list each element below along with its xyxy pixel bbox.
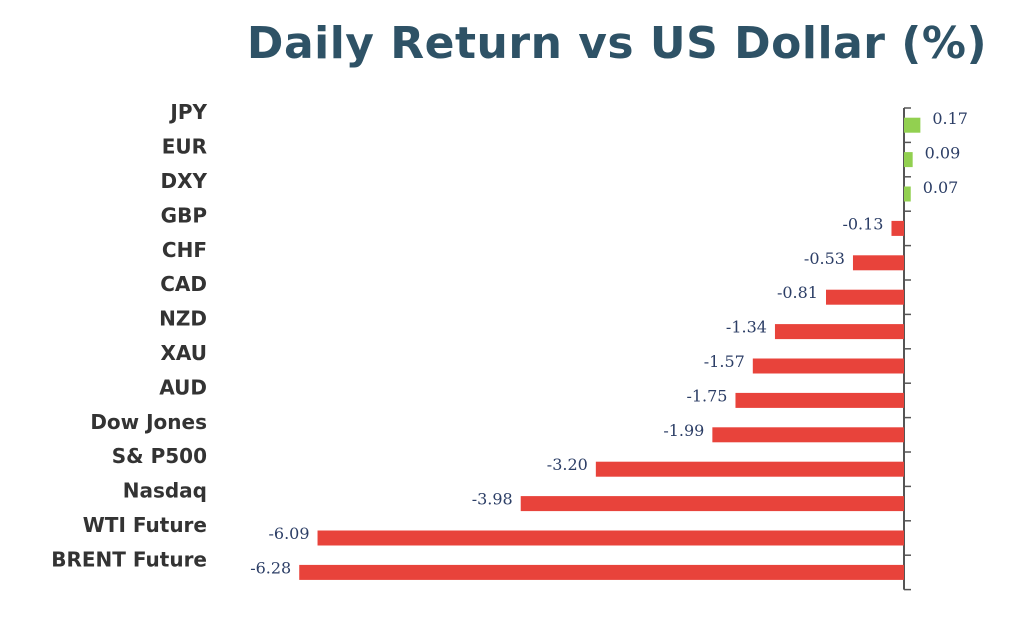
value-label: -1.75 — [686, 386, 727, 405]
chart-title: Daily Return vs US Dollar (%) — [246, 18, 988, 69]
category-label: AUD — [159, 375, 207, 399]
category-label: CHF — [162, 238, 207, 262]
value-label: -0.81 — [777, 283, 818, 302]
bar-nasdaq — [520, 496, 904, 512]
bar-chf — [852, 255, 904, 271]
category-label: WTI Future — [83, 513, 207, 537]
category-label: DXY — [160, 169, 207, 193]
category-label: CAD — [160, 272, 207, 296]
category-label: S& P500 — [112, 444, 207, 468]
value-label: 0.07 — [923, 178, 959, 197]
bar-jpy — [904, 117, 921, 133]
bar-cad — [825, 289, 904, 305]
value-label: -1.57 — [704, 352, 745, 371]
category-label: GBP — [161, 203, 207, 227]
bar-nzd — [774, 324, 904, 340]
value-label: -1.99 — [663, 421, 704, 440]
value-label: -0.13 — [842, 214, 883, 233]
bar-xau — [752, 358, 904, 374]
bar-gbp — [891, 220, 904, 236]
bar-brent-future — [299, 564, 905, 580]
category-label: XAU — [160, 341, 207, 365]
value-label: -3.98 — [472, 490, 513, 509]
value-label: 0.17 — [932, 109, 968, 128]
value-label: -3.20 — [547, 455, 588, 474]
value-label: -6.09 — [269, 524, 310, 543]
value-label: -0.53 — [804, 249, 845, 268]
category-label: EUR — [162, 135, 207, 159]
bar-aud — [735, 392, 904, 408]
bar-s-p500 — [595, 461, 904, 477]
value-label: -6.28 — [250, 558, 291, 577]
value-label: 0.09 — [925, 144, 961, 163]
category-label: NZD — [159, 307, 207, 331]
category-label: Dow Jones — [90, 410, 207, 434]
value-label: -1.34 — [726, 318, 767, 337]
bar-eur — [904, 152, 913, 168]
bar-dow-jones — [712, 427, 904, 443]
bar-wti-future — [317, 530, 905, 546]
category-label: JPY — [168, 100, 207, 124]
category-label: Nasdaq — [123, 479, 207, 503]
category-label: BRENT Future — [51, 547, 207, 571]
bar-dxy — [904, 186, 911, 202]
